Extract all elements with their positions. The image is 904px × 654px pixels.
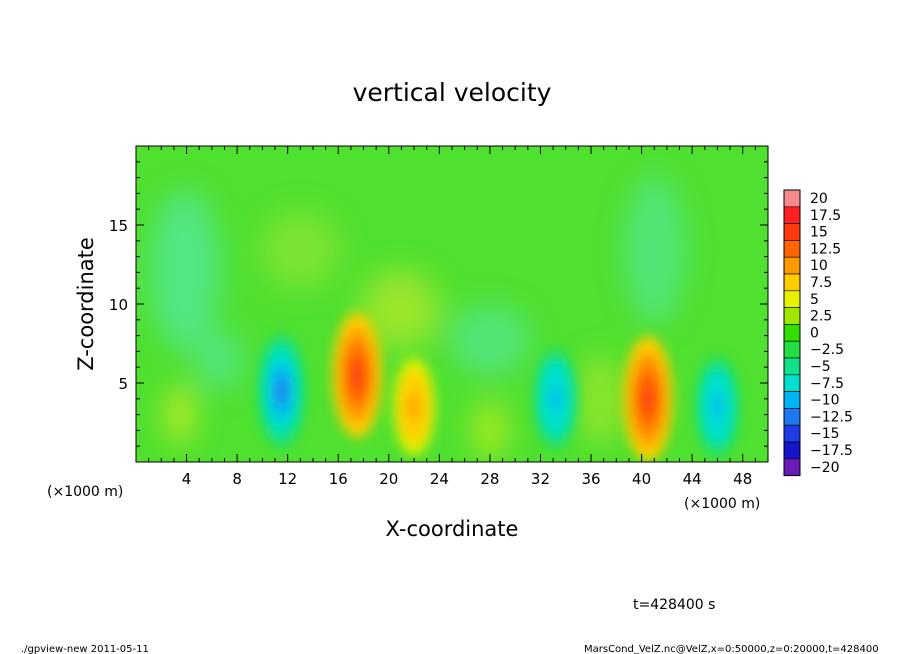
- colorbar-swatch: [783, 458, 801, 476]
- colorbar-label: −2.5: [810, 342, 844, 358]
- colorbar-label: 10: [810, 258, 828, 274]
- x-axis: 4 8 12 16 20 24 28 32 36 40 44 48: [148, 146, 756, 488]
- colorbar-swatch: [783, 324, 801, 342]
- footer-right: MarsCond_VelZ.nc@VelZ,x=0:50000,z=0:2000…: [584, 644, 879, 654]
- colorbar-swatch: [783, 273, 801, 292]
- colorbar-swatch: [783, 206, 801, 224]
- footer-left: ./gpview-new 2011-05-11: [21, 644, 149, 654]
- y-tick-label: 5: [118, 375, 128, 393]
- x-tick-label: 20: [379, 470, 398, 488]
- colorbar-label: 7.5: [810, 275, 832, 291]
- x-tick-label: 32: [531, 470, 550, 488]
- downdraft-cell: [550, 386, 561, 411]
- colorbar-label: −12.5: [810, 409, 853, 425]
- time-label: t=428400 s: [633, 597, 715, 613]
- downdraft-cell: [712, 394, 723, 419]
- x-tick-label: 16: [329, 470, 348, 488]
- colorbar-label: 5: [810, 292, 819, 308]
- x-tick-label: 8: [232, 470, 242, 488]
- velocity-field: [136, 146, 768, 462]
- field-patch-yellow: [575, 355, 625, 445]
- colorbar-swatch: [783, 223, 801, 241]
- colorbar-label: 12.5: [810, 241, 841, 257]
- updraft-cell: [350, 359, 364, 391]
- x-tick-label: 48: [733, 470, 752, 488]
- colorbar-label: 20: [810, 191, 828, 207]
- colorbar-swatch: [783, 424, 801, 443]
- colorbar-swatch: [783, 290, 801, 308]
- colorbar-label: −20: [810, 460, 840, 476]
- colorbar-swatch: [783, 441, 801, 460]
- field-patch-yellow: [260, 210, 340, 290]
- x-axis-label: X-coordinate: [386, 517, 519, 541]
- colorbar-label: 2.5: [810, 309, 832, 325]
- colorbar-label: −7.5: [810, 376, 844, 392]
- y-axis-label: Z-coordinate: [74, 237, 98, 371]
- x-tick-label: 40: [632, 470, 651, 488]
- colorbar-label: 17.5: [810, 208, 841, 224]
- colorbar-swatch: [783, 189, 801, 208]
- updraft-cell: [408, 394, 420, 419]
- colorbar-swatch: [783, 340, 801, 359]
- field-patch-yellow: [166, 385, 194, 445]
- colorbar-swatch: [783, 256, 801, 275]
- x-tick-label: 24: [430, 470, 449, 488]
- x-unit-left: (×1000 m): [47, 484, 123, 500]
- downdraft-cell: [275, 376, 288, 405]
- colorbar-swatch: [783, 307, 801, 325]
- x-tick-label: 4: [182, 470, 192, 488]
- field-patch-yellow: [360, 270, 440, 350]
- x-tick-label: 12: [278, 470, 297, 488]
- colorbar-label: 15: [810, 225, 828, 241]
- x-tick-label: 44: [683, 470, 702, 488]
- colorbar-swatch: [783, 374, 801, 392]
- colorbar-label: −10: [810, 393, 840, 409]
- colorbar-label: −15: [810, 426, 840, 442]
- field-patch-cyan: [625, 175, 685, 325]
- colorbar-frame: [783, 189, 801, 477]
- colorbar-swatch: [783, 240, 801, 258]
- colorbar-swatch: [783, 391, 801, 409]
- y-tick-label: 10: [109, 296, 128, 314]
- colorbar-label: −5: [810, 359, 831, 375]
- colorbar-swatch: [783, 357, 801, 376]
- colorbar: 2017.51512.5107.552.50−2.5−5−7.5−10−12.5…: [783, 189, 853, 477]
- colorbar-swatch: [783, 408, 801, 426]
- field-patch-cyan: [150, 190, 220, 350]
- colorbar-label: −17.5: [810, 443, 853, 459]
- field-patch-cyan: [195, 330, 245, 390]
- x-tick-label: 28: [480, 470, 499, 488]
- x-tick-label: 36: [581, 470, 600, 488]
- chart-title: vertical velocity: [353, 78, 552, 107]
- field-patch-cyan: [450, 305, 530, 375]
- field-patch-yellow: [472, 400, 508, 460]
- colorbar-label: 0: [810, 325, 819, 341]
- x-unit-right: (×1000 m): [684, 496, 760, 512]
- updraft-cell: [641, 383, 655, 415]
- y-axis: 5 10 15: [109, 161, 768, 447]
- y-tick-label: 15: [109, 217, 128, 235]
